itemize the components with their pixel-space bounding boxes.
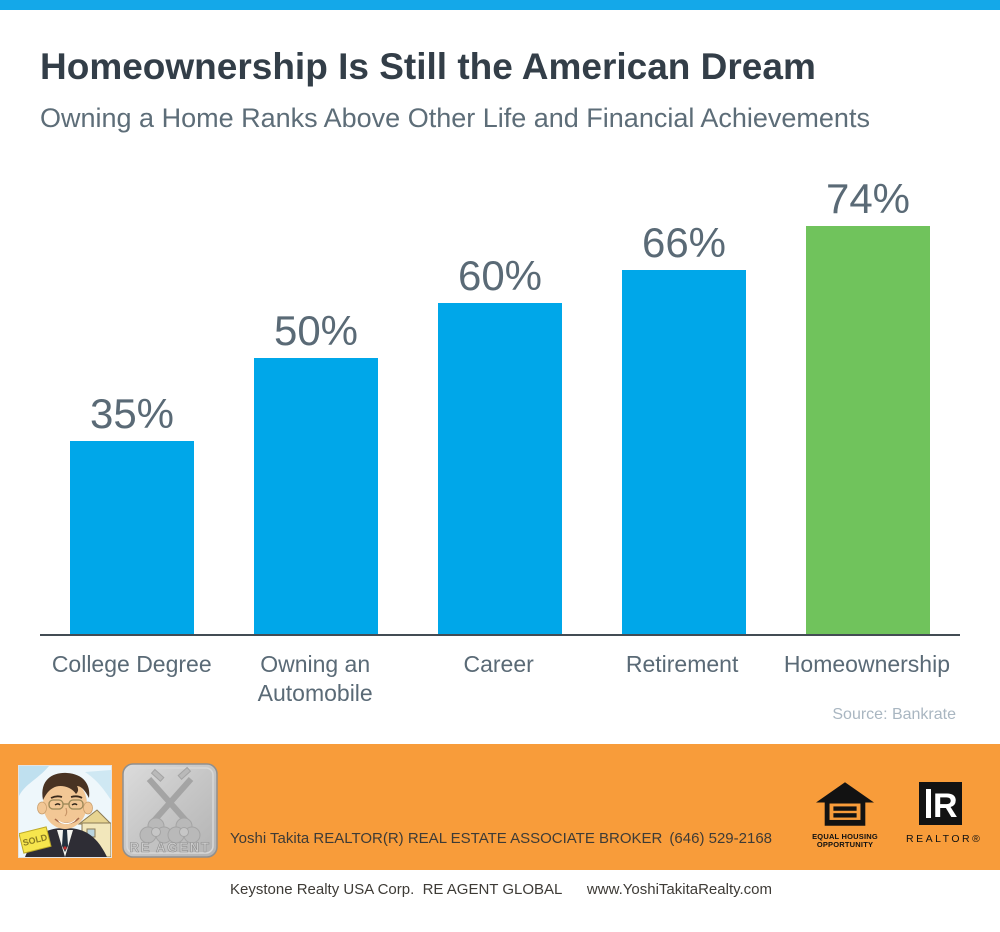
bar-value-label: 60% [457,252,543,299]
category-label: Owning an Automobile [257,651,373,706]
bar-chart: 35% 50% 60% 66% 74% [40,168,960,636]
re-agent-logo: RE AGENT [122,763,218,858]
bar-value-label: 66% [641,219,727,266]
crossed-keys-icon: RE AGENT [122,763,218,858]
category-label: Career [463,651,534,677]
agent-name-line: Yoshi Takita REALTOR(R) REAL ESTATE ASSO… [230,830,663,847]
page-title: Homeownership Is Still the American Drea… [40,46,816,87]
agent-caricature-drawing: SOLD [18,766,113,858]
agent-website: www.YoshiTakitaRealty.com [586,881,772,898]
bar [254,358,378,634]
bar-column: 35% [40,168,224,634]
sold-sign: SOLD [18,826,52,854]
realtor-label: REALTOR® [906,833,983,845]
bar [806,226,930,634]
re-agent-label: RE AGENT [129,840,210,855]
bar-column: 60% [408,168,592,634]
realtor-r-icon: R [918,782,962,825]
svg-text:R: R [933,787,958,825]
category-label: Retirement [625,651,739,677]
bar [622,270,746,634]
equal-housing-logo: EQUAL HOUSING OPPORTUNITY [810,782,880,849]
bar [438,303,562,634]
source-note: Source: Bankrate [832,706,956,723]
equal-housing-label-line1: EQUAL HOUSING [812,832,878,841]
bar-value-label: 50% [273,307,359,354]
equal-housing-icon [816,782,874,826]
realtor-logo: R REALTOR® [906,782,983,845]
agent-phone: (646) 529-2168 [669,830,772,847]
agent-caricature-image: SOLD [18,765,113,858]
equal-housing-label-line2: OPPORTUNITY [816,840,874,849]
bar-column: 74% [776,168,960,634]
bar-column: 66% [592,168,776,634]
x-axis-labels: College Degree Owning an Automobile Career… [40,650,960,708]
bar-column: 50% [224,168,408,634]
category-label: College Degree [51,651,212,677]
bar-value-label: 74% [825,175,911,222]
category-label: Homeownership [783,651,951,677]
top-accent-strip [0,0,1000,10]
footer-banner: SOLD [0,744,1000,898]
agent-contact-text: (646) 529-2168 www.YoshiTakitaRealty.com [587,796,772,932]
bar-value-label: 35% [89,390,175,437]
page-subtitle: Owning a Home Ranks Above Other Life and… [40,103,870,133]
bar [70,441,194,634]
